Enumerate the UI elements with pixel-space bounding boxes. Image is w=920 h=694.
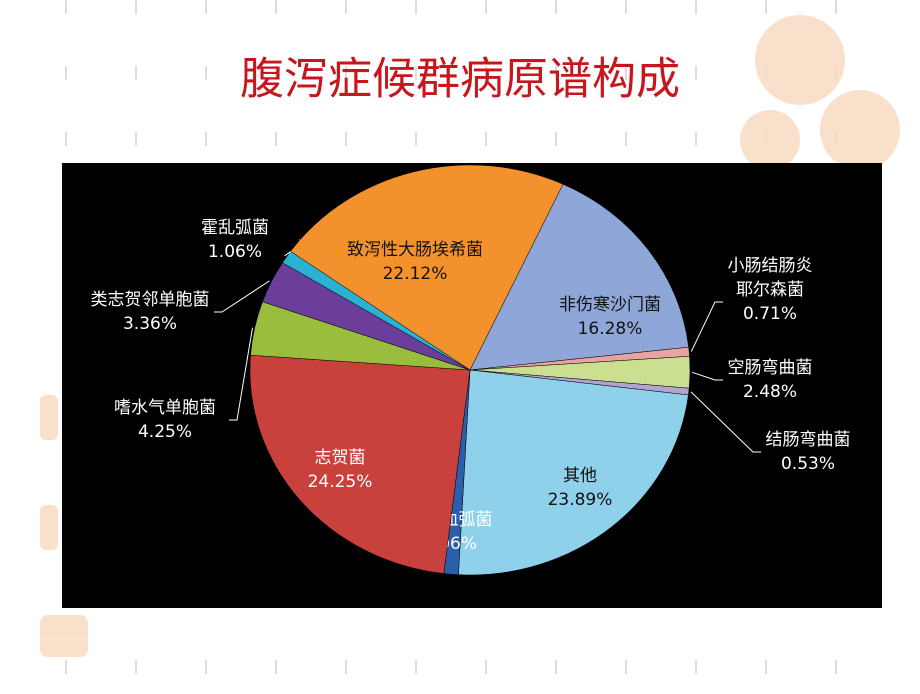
category-label: 小肠结肠炎耶尔森菌 <box>728 256 813 300</box>
value-label: 0.71% <box>743 304 797 324</box>
value-label: 3.36% <box>123 314 177 334</box>
value-label: 2.48% <box>743 382 797 402</box>
pie-slice <box>290 164 564 371</box>
category-label: 非伤寒沙门菌 <box>559 295 661 315</box>
pie-slice <box>249 354 471 574</box>
pie-slice <box>469 183 689 371</box>
value-label: 0.53% <box>781 454 835 474</box>
leader-line <box>229 327 253 421</box>
decoration <box>40 15 900 657</box>
value-label: 23.89% <box>548 490 613 510</box>
pie: 非伤寒沙门菌 16.28% 小肠结肠炎耶尔森菌 0.71% 空肠弯曲菌 2.48% 结肠弯曲… <box>91 164 851 576</box>
leader-line <box>214 280 270 313</box>
category-label: 空肠弯曲菌 <box>728 358 813 378</box>
category-label: 嗜水气单胞菌 <box>114 398 216 418</box>
leader-line <box>692 371 723 381</box>
category-label: 致泻性大肠埃希菌 <box>347 240 483 260</box>
category-label: 志贺菌 <box>315 448 366 468</box>
category-label: 结肠弯曲菌 <box>766 430 851 450</box>
value-label: 16.28% <box>578 319 643 339</box>
value-label: 24.25% <box>308 472 373 492</box>
value-label: 1.06% <box>208 242 262 262</box>
leader-line <box>690 301 723 352</box>
category-label: 类志贺邻单胞菌 <box>91 290 210 310</box>
value-label: 22.12% <box>383 264 448 284</box>
pie-slice <box>458 369 689 576</box>
chart-title: 腹泻症候群病原谱构成 <box>240 54 680 105</box>
value-label: 4.25% <box>138 422 192 442</box>
leader-line <box>690 391 761 453</box>
category-label: 其他 <box>563 466 597 486</box>
category-label: 霍乱弧菌 <box>201 218 269 238</box>
